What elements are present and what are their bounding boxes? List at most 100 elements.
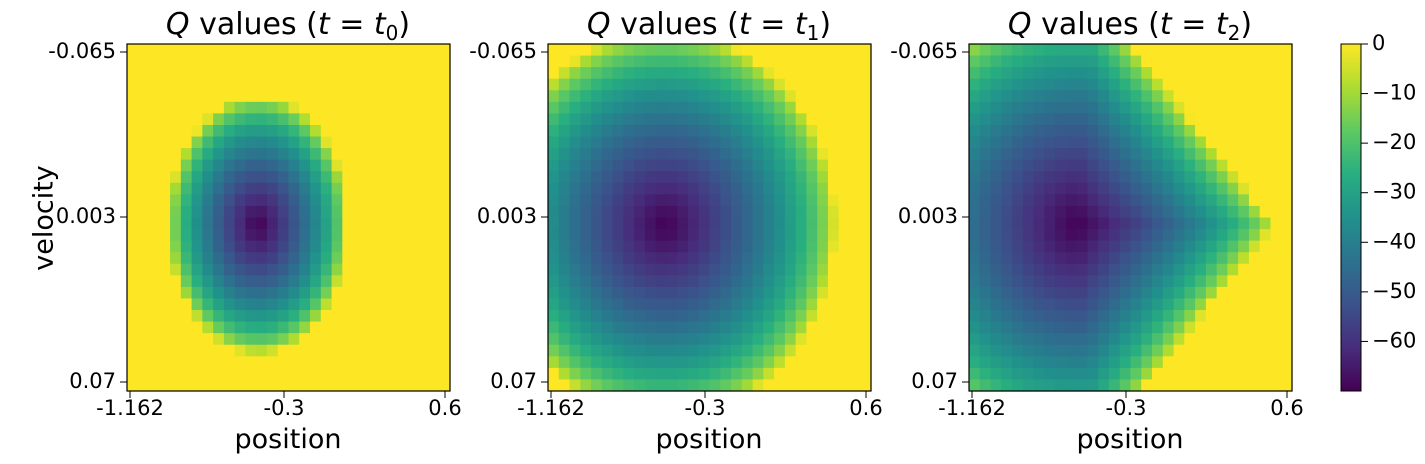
heat-cell xyxy=(170,171,182,184)
heat-cell xyxy=(159,367,171,381)
heat-cell xyxy=(569,310,581,323)
heat-cell xyxy=(698,286,711,300)
heat-cell xyxy=(784,286,797,300)
heat-cell xyxy=(548,113,560,126)
heat-cell xyxy=(1033,367,1045,381)
heat-cell xyxy=(1130,286,1142,300)
heat-cell xyxy=(1281,217,1293,230)
heat-cell xyxy=(763,356,775,369)
heat-cell xyxy=(752,90,764,103)
heat-cell xyxy=(331,113,343,126)
heat-cell xyxy=(202,367,214,381)
heat-cell xyxy=(266,101,279,114)
heat-cell xyxy=(731,333,743,346)
heat-cell xyxy=(860,124,872,138)
heat-cell xyxy=(634,263,646,276)
heat-cell xyxy=(806,286,818,300)
heat-cell xyxy=(417,379,430,392)
heat-cell xyxy=(709,136,721,149)
heat-cell xyxy=(1259,367,1272,381)
heat-cell xyxy=(548,356,560,369)
heat-cell xyxy=(137,344,150,357)
heat-cell xyxy=(277,252,290,265)
panel-2-ytick-2: 0.07 xyxy=(911,369,958,393)
heat-cell xyxy=(1216,240,1228,253)
heat-cell xyxy=(558,263,571,276)
heat-cell xyxy=(1248,101,1261,114)
heat-cell xyxy=(202,78,214,91)
heat-cell xyxy=(406,229,419,242)
heat-cell xyxy=(1152,113,1164,126)
heat-cell xyxy=(299,101,311,114)
heat-cell xyxy=(1281,136,1293,149)
heat-cell xyxy=(234,44,247,57)
heat-cell xyxy=(213,159,225,172)
heat-cell xyxy=(223,333,236,346)
heat-cell xyxy=(644,367,657,381)
heat-cell xyxy=(266,252,279,265)
heat-cell xyxy=(817,113,829,126)
heat-cell xyxy=(1001,101,1013,114)
heat-cell xyxy=(806,148,818,161)
heat-cell xyxy=(979,148,992,161)
heat-cell xyxy=(1108,44,1121,57)
heat-cell xyxy=(774,275,786,288)
heat-cell xyxy=(1065,367,1078,381)
heat-cell xyxy=(1184,367,1196,381)
heat-cell xyxy=(827,286,840,300)
heat-cell xyxy=(137,263,150,276)
heat-cell xyxy=(1087,78,1099,91)
heat-cell xyxy=(1216,67,1228,80)
heat-cell xyxy=(1044,171,1056,184)
heat-cell xyxy=(1184,90,1196,103)
heat-cell xyxy=(310,44,322,57)
heat-cell xyxy=(687,321,700,334)
heat-cell xyxy=(1238,240,1250,253)
heat-cell xyxy=(1184,298,1196,311)
heat-cell xyxy=(1281,182,1293,195)
colorbar-tick-label: −30 xyxy=(1372,180,1416,204)
heat-cell xyxy=(1259,333,1272,346)
heat-cell xyxy=(396,367,408,381)
heat-cell xyxy=(223,124,236,138)
heat-cell xyxy=(677,229,689,242)
heat-cell xyxy=(1173,275,1185,288)
heat-cell xyxy=(299,344,311,357)
heat-cell xyxy=(1022,171,1035,184)
heat-cell xyxy=(634,148,646,161)
heat-cell xyxy=(223,344,236,357)
heat-cell xyxy=(1119,67,1132,80)
heat-cell xyxy=(849,182,861,195)
heat-cell xyxy=(731,78,743,91)
panel-0-title: Q values (t = t0) xyxy=(166,7,410,45)
heat-cell xyxy=(1065,182,1078,195)
heat-cell xyxy=(1087,90,1099,103)
heat-cell xyxy=(137,44,150,57)
heat-cell xyxy=(396,67,408,80)
heat-cell xyxy=(752,124,764,138)
heat-cell xyxy=(1055,344,1067,357)
heat-cell xyxy=(1022,113,1035,126)
heat-cell xyxy=(1205,333,1218,346)
heat-cell xyxy=(266,205,279,219)
heat-cell xyxy=(180,298,193,311)
heat-cell xyxy=(1248,333,1261,346)
heat-cell xyxy=(720,124,732,138)
heat-cell xyxy=(666,229,678,242)
heat-cell xyxy=(1173,159,1185,172)
heat-cell xyxy=(234,229,247,242)
heat-cell xyxy=(1238,171,1250,184)
heat-cell xyxy=(677,217,689,230)
heat-cell xyxy=(277,344,290,357)
heat-cell xyxy=(623,101,635,114)
heat-cell xyxy=(634,379,646,392)
heat-cell xyxy=(320,205,333,219)
heat-cell xyxy=(1216,333,1228,346)
heat-cell xyxy=(817,333,829,346)
heat-cell xyxy=(234,252,247,265)
heat-cell xyxy=(1044,229,1056,242)
heat-cell xyxy=(1259,148,1272,161)
heat-cell xyxy=(202,252,214,265)
heat-cell xyxy=(580,275,592,288)
heat-cell xyxy=(1001,205,1013,219)
